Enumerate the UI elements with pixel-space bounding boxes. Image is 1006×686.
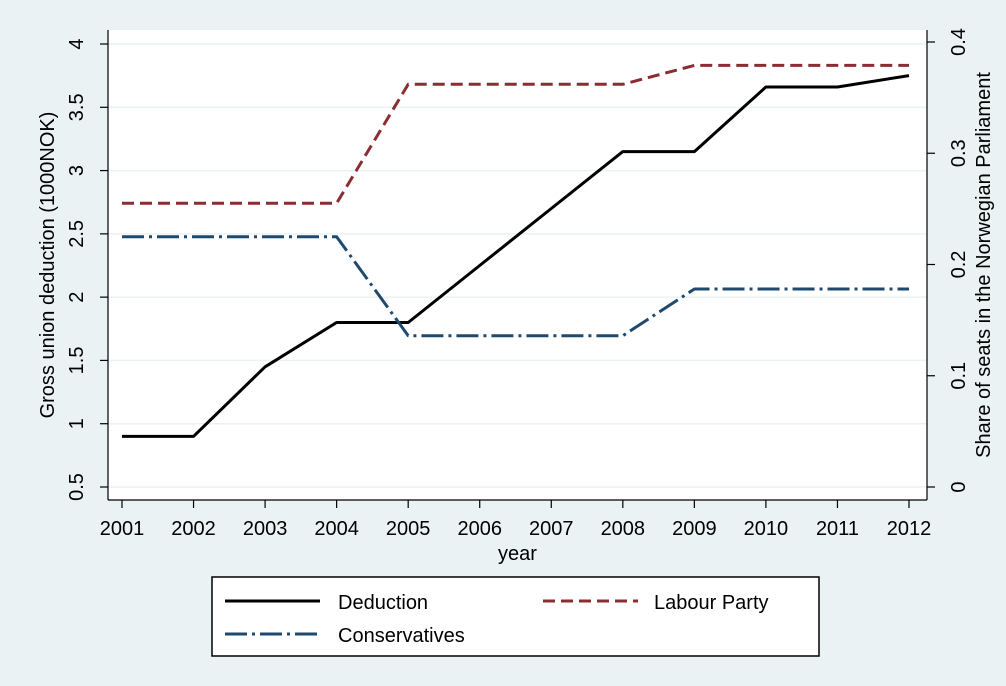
x-tick-label: 2010: [744, 518, 789, 540]
y-axis-left-title: Gross union deduction (1000NOK): [37, 112, 59, 419]
x-tick-label: 2004: [314, 518, 359, 540]
y-right-tick-label: 0.2: [948, 251, 970, 279]
y-axis-right-title: Share of seats in the Norwegian Parliame…: [973, 72, 995, 458]
y-left-tick-label: 0.5: [66, 473, 88, 501]
y-left-tick-label: 4: [66, 38, 88, 49]
y-left-tick-label: 2: [66, 292, 88, 303]
x-tick-label: 2011: [816, 518, 859, 540]
gridlines: [108, 43, 927, 488]
series-line-labour-party: [122, 63, 909, 205]
y-left-tick-label: 1.5: [66, 347, 88, 375]
axes: [100, 30, 935, 508]
legend-label-conservatives: Conservatives: [338, 625, 465, 647]
x-tick-label: 2012: [887, 518, 932, 540]
y-left-tick-label: 3.5: [66, 93, 88, 121]
y-right-tick-label: 0: [948, 481, 970, 492]
series-line-conservatives: [122, 235, 909, 338]
legend-box: [211, 576, 820, 657]
tick-labels: 0.5 1 1.5 2 2.5 3 3.5 4 0 0.1 0.2 0.3 0.4 2001 2002 200…: [66, 28, 970, 540]
x-tick-label: 2007: [529, 518, 574, 540]
x-tick-label: 2002: [171, 518, 216, 540]
x-tick-label: 2005: [386, 518, 431, 540]
x-axis-title: year: [498, 543, 537, 565]
series-line-deduction: [122, 74, 910, 438]
x-tick-label: 2009: [672, 518, 717, 540]
legend: Deduction Labour Party Conservatives: [211, 576, 820, 657]
y-left-tick-label: 1: [66, 418, 88, 429]
y-left-tick-label: 3: [66, 165, 88, 176]
legend-label-labour-party: Labour Party: [654, 592, 769, 614]
x-tick-label: 2001: [100, 518, 145, 540]
legend-label-deduction: Deduction: [338, 592, 428, 614]
y-left-tick-label: 2.5: [66, 220, 88, 248]
y-right-tick-label: 0.4: [948, 28, 970, 56]
x-tick-label: 2008: [601, 518, 646, 540]
x-tick-label: 2003: [243, 518, 288, 540]
y-right-tick-label: 0.3: [948, 139, 970, 167]
x-tick-label: 2006: [457, 518, 502, 540]
y-right-tick-label: 0.1: [948, 362, 970, 390]
series-lines: [122, 63, 910, 438]
plot-area: [108, 30, 927, 500]
